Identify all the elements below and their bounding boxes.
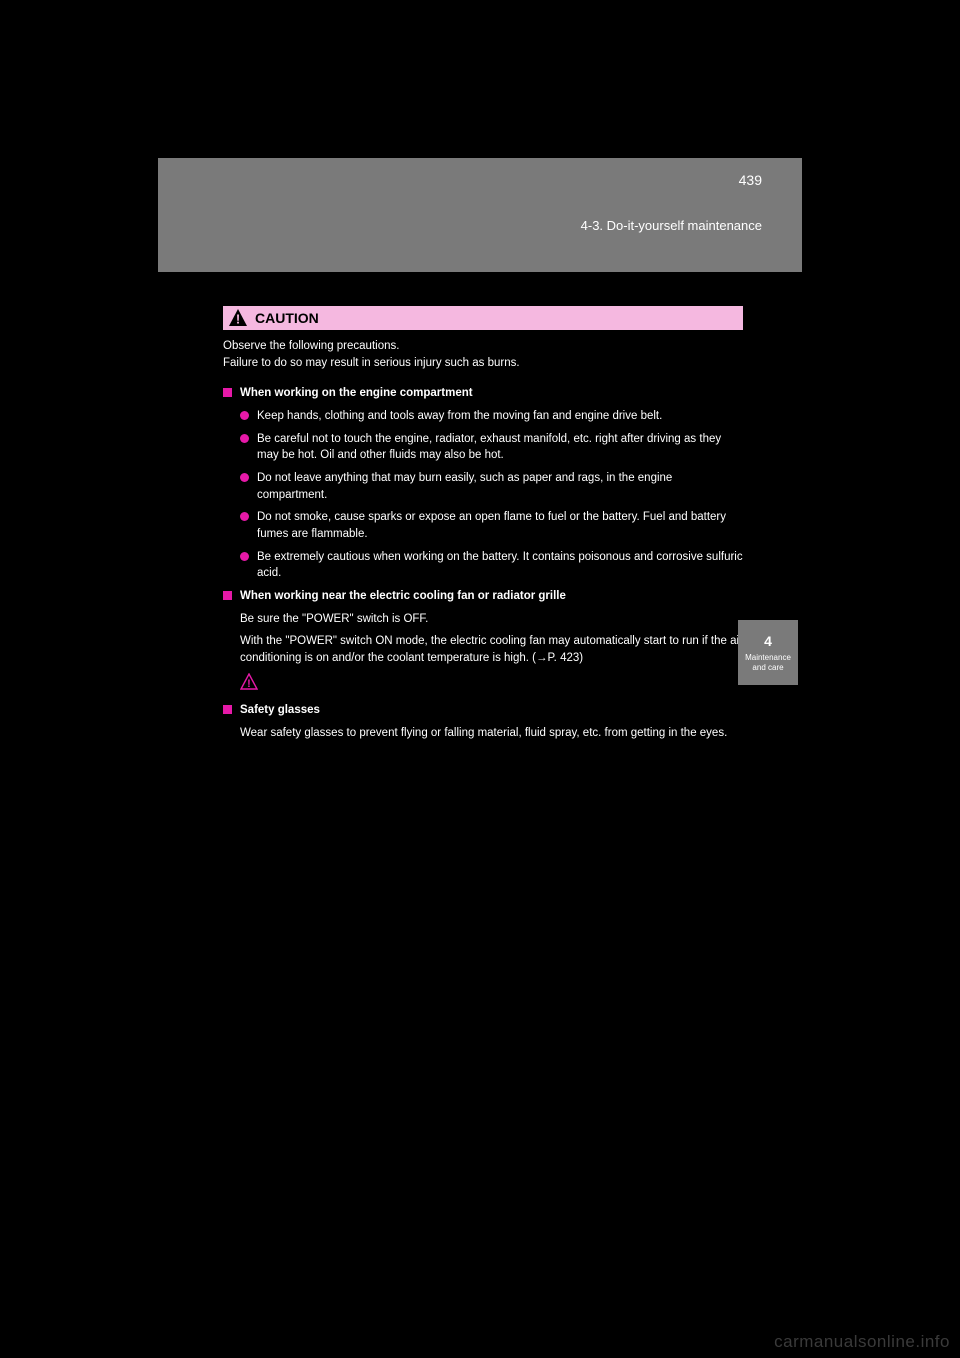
bullet-dot-icon [240,473,249,482]
section-body-text: Wear safety glasses to prevent flying or… [240,725,743,742]
section-square-icon [223,388,232,397]
section-heading: When working on the engine compartment [223,385,743,402]
bullet-text: Be careful not to touch the engine, radi… [257,431,743,464]
section-title: When working near the electric cooling f… [240,588,566,605]
warning-icon-row: ! [240,673,743,697]
section-title: Safety glasses [240,702,320,719]
watermark: carmanualsonline.info [774,1332,950,1352]
page-header: 439 4-3. Do-it-yourself maintenance [158,158,802,272]
bullet-dot-icon [240,434,249,443]
bullet-item: Be extremely cautious when working on th… [240,549,743,582]
caution-triangle-icon: ! [227,307,249,329]
page-container: 439 4-3. Do-it-yourself maintenance ! CA… [158,158,802,1200]
tab-chapter-number: 4 [764,633,772,649]
bullet-item: Keep hands, clothing and tools away from… [240,408,743,425]
bullet-dot-icon [240,552,249,561]
tab-chapter-label: Maintenance and care [738,653,798,672]
svg-text:!: ! [247,678,251,690]
bullet-text: Do not leave anything that may burn easi… [257,470,743,503]
content-area: Observe the following precautions. Failu… [223,338,743,748]
bullet-item: Be careful not to touch the engine, radi… [240,431,743,464]
section-title: When working on the engine compartment [240,385,473,402]
section-heading: When working near the electric cooling f… [223,588,743,605]
page-number: 439 [739,172,762,188]
bullet-text: Do not smoke, cause sparks or expose an … [257,509,743,542]
section-square-icon [223,591,232,600]
intro-text: Observe the following precautions. Failu… [223,338,743,371]
bullet-item: Do not leave anything that may burn easi… [240,470,743,503]
svg-text:!: ! [236,312,240,327]
bullet-text: Be extremely cautious when working on th… [257,549,743,582]
caution-bar: ! CAUTION [223,306,743,330]
bullet-item: Do not smoke, cause sparks or expose an … [240,509,743,542]
warning-triangle-icon: ! [240,682,258,694]
section-body-text: With the "POWER" switch ON mode, the ele… [240,633,743,666]
section-heading: Safety glasses [223,702,743,719]
caution-label: CAUTION [255,310,319,326]
chapter-side-tab: 4 Maintenance and care [738,620,798,685]
section-body-text: Be sure the "POWER" switch is OFF. [240,611,743,628]
bullet-dot-icon [240,411,249,420]
bullet-text: Keep hands, clothing and tools away from… [257,408,743,425]
section-square-icon [223,705,232,714]
breadcrumb: 4-3. Do-it-yourself maintenance [581,218,762,233]
bullet-dot-icon [240,512,249,521]
